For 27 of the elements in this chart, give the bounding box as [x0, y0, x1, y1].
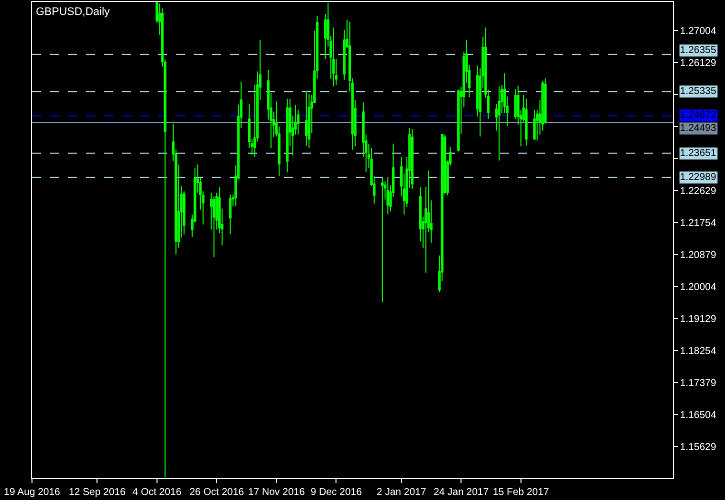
x-tick-label: 19 Aug 2016 [4, 487, 61, 498]
y-tick-label: 1.16504 [680, 410, 717, 421]
x-tick-label: 12 Sep 2016 [68, 487, 126, 498]
y-tick-label: 1.19129 [680, 314, 717, 325]
ref-line-label: 1.23651 [680, 148, 717, 159]
x-tick-label: 17 Nov 2016 [248, 487, 306, 498]
x-tick-label: 15 Feb 2017 [492, 487, 550, 498]
y-tick-label: 1.20004 [680, 282, 717, 293]
y-tick-label: 1.20879 [680, 250, 717, 261]
x-tick-label: 9 Dec 2016 [310, 487, 362, 498]
y-tick-label: 1.22629 [680, 186, 717, 198]
ref-line-label: 1.26355 [680, 45, 717, 56]
x-tick-label: 4 Oct 2016 [132, 487, 182, 498]
y-tick-label: 1.27004 [680, 26, 717, 38]
x-tick-label: 2 Jan 2017 [376, 487, 427, 498]
ref-line-label: 1.25335 [680, 86, 717, 97]
ref-line-label: 1.24493 [680, 123, 717, 134]
chart-title: GBPUSD,Daily [36, 6, 110, 18]
ref-line-label: 1.24672 [680, 110, 717, 121]
y-tick-label: 1.15629 [680, 442, 717, 453]
x-tick-label: 24 Jan 2017 [434, 487, 490, 498]
y-tick-label: 1.26129 [680, 58, 717, 70]
ref-line-label: 1.22989 [680, 172, 717, 183]
x-tick-label: 26 Oct 2016 [189, 487, 244, 498]
y-tick-label: 1.18254 [680, 346, 717, 357]
y-tick-label: 1.17379 [680, 378, 717, 389]
y-tick-label: 1.21754 [680, 218, 717, 229]
